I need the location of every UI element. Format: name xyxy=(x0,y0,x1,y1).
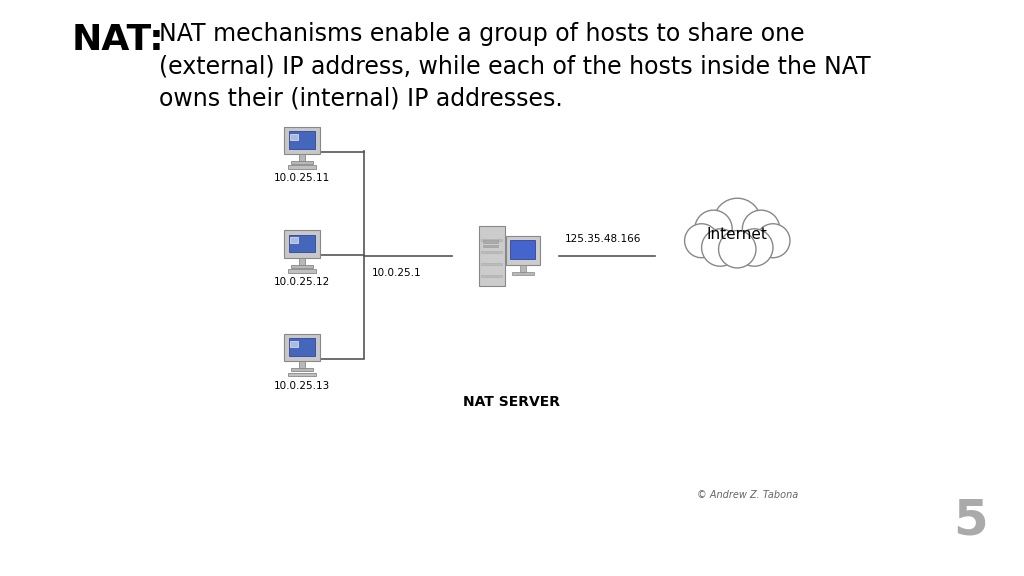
Text: Internet: Internet xyxy=(707,226,768,241)
Bar xyxy=(291,265,313,268)
Bar xyxy=(289,234,315,252)
Circle shape xyxy=(756,223,790,257)
Bar xyxy=(299,154,305,161)
Text: NAT mechanisms enable a group of hosts to share one
(external) IP address, while: NAT mechanisms enable a group of hosts t… xyxy=(159,22,870,111)
Text: 5: 5 xyxy=(953,497,988,544)
Circle shape xyxy=(735,229,773,266)
Bar xyxy=(291,369,313,372)
Bar xyxy=(482,240,499,242)
Bar xyxy=(299,361,305,369)
Text: NAT SERVER: NAT SERVER xyxy=(464,395,560,408)
Bar xyxy=(290,134,298,140)
Bar xyxy=(506,236,540,265)
Bar xyxy=(510,241,535,259)
Bar xyxy=(288,373,316,376)
Bar xyxy=(481,251,503,253)
Circle shape xyxy=(719,230,756,268)
Bar xyxy=(520,265,525,272)
Bar xyxy=(479,226,505,286)
Text: © Andrew Z. Tabona: © Andrew Z. Tabona xyxy=(697,490,798,501)
Bar xyxy=(291,161,313,164)
Bar xyxy=(290,237,298,244)
Text: 10.0.25.13: 10.0.25.13 xyxy=(274,381,330,391)
Bar xyxy=(285,334,319,361)
Text: 10.0.25.12: 10.0.25.12 xyxy=(274,277,330,287)
Circle shape xyxy=(701,229,739,266)
Bar xyxy=(512,272,534,275)
Text: 125.35.48.166: 125.35.48.166 xyxy=(565,234,641,244)
Bar xyxy=(482,245,499,247)
Bar xyxy=(288,269,316,272)
Bar xyxy=(481,238,503,241)
Bar xyxy=(289,338,315,356)
Bar xyxy=(288,165,316,169)
Bar xyxy=(289,131,315,149)
Bar xyxy=(481,275,503,277)
Circle shape xyxy=(742,210,780,248)
Text: NAT:: NAT: xyxy=(72,23,164,57)
Circle shape xyxy=(685,223,719,257)
Bar xyxy=(285,230,319,257)
Bar xyxy=(290,341,298,347)
Bar xyxy=(481,263,503,266)
Bar xyxy=(299,257,305,265)
Bar xyxy=(285,127,319,154)
Text: 10.0.25.11: 10.0.25.11 xyxy=(274,173,330,183)
Text: 10.0.25.1: 10.0.25.1 xyxy=(372,268,421,278)
Circle shape xyxy=(694,210,732,248)
Circle shape xyxy=(714,198,761,246)
